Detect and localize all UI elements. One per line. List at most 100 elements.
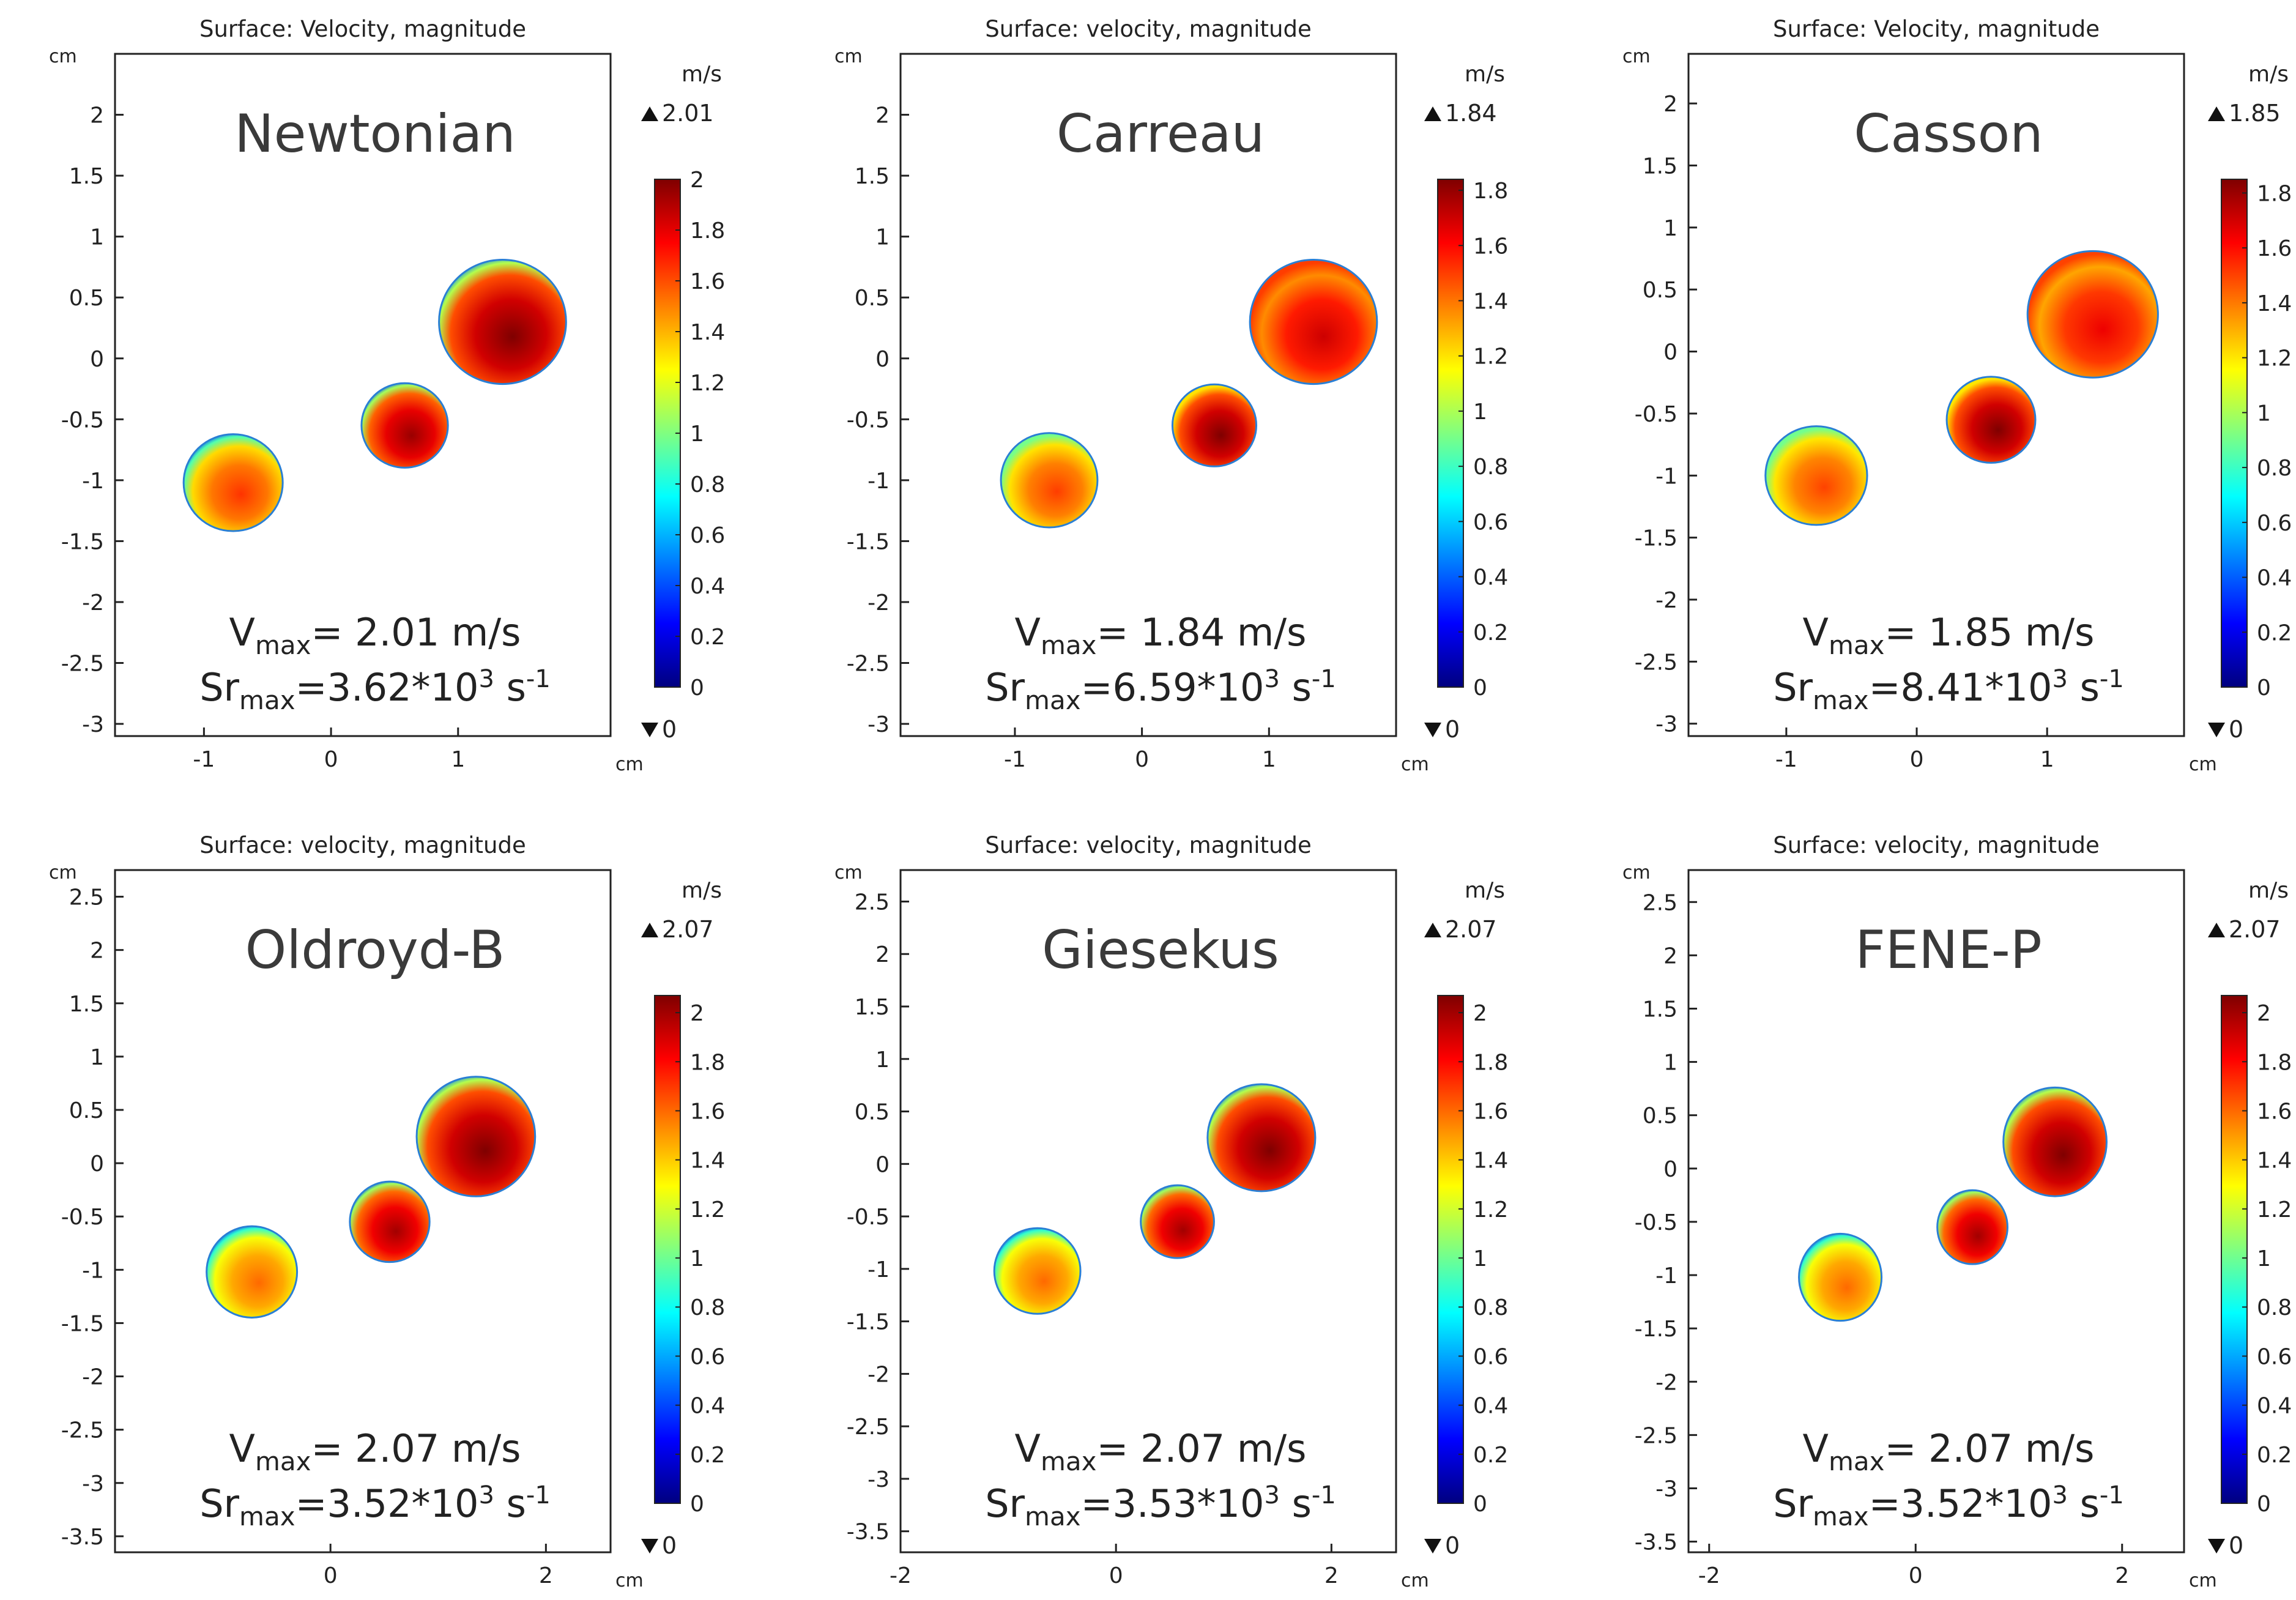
colorbar-tick-label: 1.2 (1473, 344, 1508, 370)
particle-field (1798, 1232, 1883, 1322)
y-tick-label: 0.5 (69, 1098, 104, 1123)
vmax-annotation: Vmax= 1.85 m/s (1803, 610, 2095, 660)
colorbar-tick-label: 1.4 (2257, 291, 2292, 316)
y-tick-label: 1.5 (69, 164, 104, 189)
vmax-annotation: Vmax= 1.84 m/s (1015, 610, 1307, 660)
x-unit-label: cm (2189, 754, 2217, 775)
plot-area (1687, 53, 2185, 737)
colorbar-min-label: 0 (1445, 1532, 1460, 1559)
colorbar-tick-label: 0.8 (2257, 1295, 2292, 1320)
y-tick-label: -2 (868, 590, 890, 616)
chart-title: Surface: velocity, magnitude (985, 832, 1311, 858)
max-marker-icon (2208, 923, 2225, 937)
y-tick-label: 2 (875, 942, 890, 967)
colorbar-tick-label: 0.6 (690, 523, 725, 548)
colorbar-tick-label: 1 (2257, 1246, 2271, 1271)
colorbar-tick-label: 1.4 (2257, 1148, 2292, 1174)
chart-title: Surface: Velocity, magnitude (199, 16, 526, 42)
chart-title: Surface: velocity, magnitude (985, 16, 1311, 42)
y-tick-label: 2.5 (1643, 890, 1677, 915)
colorbar-tick-label: 1.6 (690, 269, 725, 294)
vmax-annotation: Vmax= 2.01 m/s (229, 610, 521, 660)
chart-panel-giesekus: Surface: velocity, magnitude cm cm 2.5 2 1.5 1… (834, 832, 1508, 1591)
colorbar-unit: m/s (2248, 878, 2289, 903)
plot-area (899, 53, 1397, 737)
min-marker-icon (641, 1539, 658, 1553)
y-unit-label: cm (49, 862, 77, 884)
colorbar-tick-label: 1.2 (1473, 1197, 1508, 1222)
particle-field (206, 1225, 299, 1319)
colorbar-max-label: 2.07 (1445, 916, 1497, 943)
y-tick-label: -3 (82, 712, 104, 737)
min-marker-icon (641, 723, 658, 737)
y-tick-label: -2.5 (847, 1415, 890, 1440)
particle-field (415, 1076, 537, 1197)
colorbar-tick-label: 0 (2257, 675, 2271, 701)
y-tick-label: -3.5 (61, 1525, 104, 1550)
colorbar-tick-label: 2 (2257, 1001, 2271, 1026)
colorbar-max-label: 2.07 (662, 916, 714, 943)
vmax-annotation: Vmax= 2.07 m/s (229, 1426, 521, 1476)
x-tick-label: 2 (539, 1563, 553, 1588)
max-marker-icon (641, 923, 658, 937)
particle-field (1171, 383, 1258, 467)
max-marker-icon (2208, 106, 2225, 121)
srmax-annotation: Srmax=3.52*103 s-1 (1773, 1481, 2124, 1531)
x-tick-label: 1 (2040, 747, 2054, 772)
colorbar-max-label: 2.07 (2229, 916, 2281, 943)
colorbar-tick-label: 0.2 (2257, 1443, 2292, 1468)
model-label: Giesekus (1042, 920, 1279, 981)
particle-field (2002, 1086, 2108, 1197)
colorbar-unit: m/s (1465, 878, 1505, 903)
colorbar-tick-label: 1.8 (1473, 179, 1508, 204)
particle-field (1936, 1189, 2008, 1265)
colorbar-tick-label: 0 (2257, 1492, 2271, 1517)
plot-area (1687, 869, 2185, 1553)
y-tick-label: 1 (1663, 1051, 1677, 1076)
colorbar (1437, 179, 1464, 688)
y-tick-label: -1 (1655, 1263, 1677, 1289)
x-unit-label: cm (2189, 1570, 2217, 1591)
colorbar-min-label: 0 (2229, 716, 2243, 743)
y-tick-label: -3 (1655, 712, 1677, 737)
y-tick-label: -2.5 (1635, 1423, 1677, 1448)
y-tick-label: -2 (1655, 588, 1677, 613)
chart-panel-fene-p: Surface: velocity, magnitude cm cm 2.5 2 1.5 1… (1622, 832, 2292, 1591)
y-tick-label: 0.5 (855, 286, 890, 311)
y-tick-label: -3 (868, 712, 890, 737)
y-tick-label: -3 (1655, 1476, 1677, 1501)
y-tick-label: -1.5 (847, 1310, 890, 1335)
colorbar-tick-label: 0.4 (2257, 1394, 2292, 1419)
min-marker-icon (1424, 1539, 1441, 1553)
particle-field (993, 1227, 1082, 1315)
y-tick-label: -0.5 (1635, 402, 1677, 427)
model-label: Carreau (1057, 103, 1265, 165)
x-tick-label: -1 (1775, 747, 1797, 772)
chart-title: Surface: velocity, magnitude (1773, 832, 2099, 858)
y-tick-label: 2 (1663, 943, 1677, 969)
colorbar-tick-label: 0.6 (1473, 1344, 1508, 1369)
y-tick-label: -2.5 (1635, 650, 1677, 675)
colorbar-tick-label: 1.8 (2257, 181, 2292, 206)
colorbar-tick-label: 1 (1473, 400, 1487, 425)
colorbar-tick-label: 0.2 (1473, 620, 1508, 646)
colorbar-tick-label: 1.6 (1473, 1099, 1508, 1124)
y-tick-label: 1 (90, 1045, 104, 1070)
x-tick-label: 1 (451, 747, 465, 772)
y-tick-label: 0 (90, 347, 104, 372)
colorbar-tick-label: 0.8 (2257, 456, 2292, 481)
colorbar-tick-label: 0.6 (2257, 511, 2292, 536)
x-tick-label: 0 (324, 1563, 338, 1588)
colorbar-tick-label: 0 (690, 1492, 704, 1517)
colorbar-tick-label: 1.8 (690, 1050, 725, 1075)
y-tick-label: 2 (1663, 92, 1677, 117)
particle-field (360, 382, 449, 469)
y-tick-label: 2 (90, 103, 104, 128)
y-tick-label: -0.5 (1635, 1210, 1677, 1235)
colorbar-tick-label: 1.2 (690, 1197, 725, 1222)
srmax-annotation: Srmax=6.59*103 s-1 (985, 665, 1336, 715)
colorbar-min-label: 0 (1445, 716, 1460, 743)
particle-field (1945, 376, 2037, 464)
srmax-annotation: Srmax=8.41*103 s-1 (1773, 665, 2124, 715)
colorbar (654, 995, 681, 1504)
